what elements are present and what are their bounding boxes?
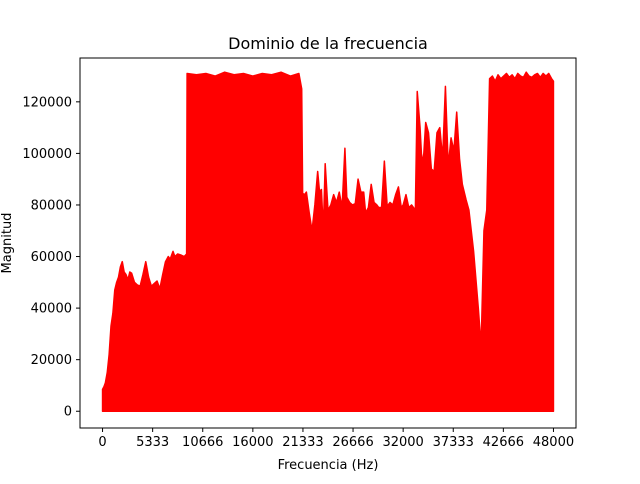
y-tick-label: 0 bbox=[64, 405, 72, 420]
y-tick-label: 40000 bbox=[31, 302, 72, 317]
x-tick-label: 21333 bbox=[282, 435, 323, 450]
x-axis: 0 5333 10666 16000 21333 26666 32000 37333 42666… bbox=[98, 428, 574, 450]
x-tick-label: 0 bbox=[98, 435, 106, 450]
x-tick-label: 32000 bbox=[382, 435, 423, 450]
x-tick-label: 42666 bbox=[483, 435, 524, 450]
x-tick-label: 16000 bbox=[232, 435, 273, 450]
y-tick-label: 80000 bbox=[31, 198, 72, 213]
y-tick-label: 20000 bbox=[31, 353, 72, 368]
x-tick-label: 5333 bbox=[136, 435, 169, 450]
x-tick-label: 26666 bbox=[332, 435, 373, 450]
y-axis: 0 20000 40000 60000 80000 100000 120000 bbox=[22, 95, 80, 420]
x-tick-label: 10666 bbox=[182, 435, 223, 450]
plot-area bbox=[101, 71, 555, 412]
y-tick-label: 100000 bbox=[22, 147, 72, 162]
x-tick-label: 37333 bbox=[433, 435, 474, 450]
x-tick-label: 48000 bbox=[533, 435, 574, 450]
plot-frame bbox=[79, 57, 577, 429]
y-tick-label: 60000 bbox=[31, 250, 72, 265]
series-0-area bbox=[101, 71, 555, 412]
chart-title: Dominio de la frecuencia bbox=[228, 34, 428, 53]
y-tick-label: 120000 bbox=[22, 95, 72, 110]
x-axis-label: Frecuencia (Hz) bbox=[278, 458, 379, 473]
y-axis-label: Magnitud bbox=[0, 213, 15, 274]
